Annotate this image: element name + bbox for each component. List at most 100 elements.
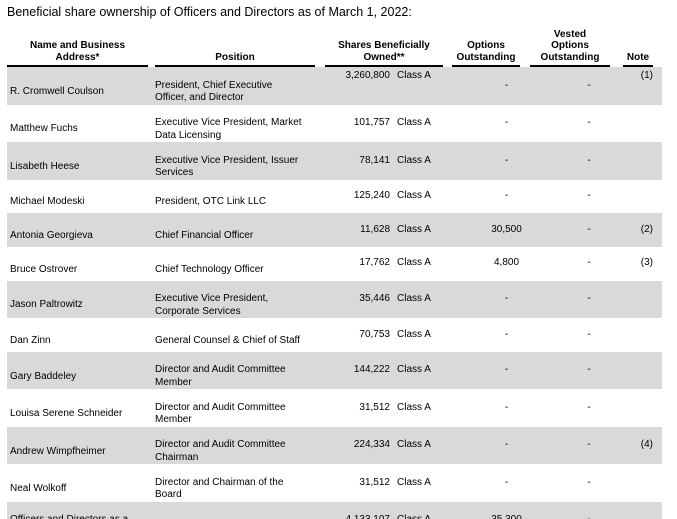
column-header-note: Note — [623, 21, 653, 67]
vested-options-outstanding-value: - — [587, 257, 591, 269]
owner-position: President, Chief Executive Officer, and … — [155, 79, 273, 104]
share-class-label: Class A — [397, 257, 431, 269]
table-row: Bruce Ostrover Chief Technology Officer … — [7, 247, 662, 281]
shares-owned-cell: 31,512 Class A — [322, 402, 445, 415]
shares-owned-cell: 224,334 Class A — [322, 439, 445, 452]
share-class-label: Class A — [397, 328, 431, 340]
options-outstanding-value: - — [504, 401, 509, 413]
shares-owned-value: 11,628 — [360, 223, 390, 235]
ownership-table: Name and Business Address* Position Shar… — [7, 21, 662, 519]
owner-position: President, OTC Link LLC — [155, 196, 267, 208]
options-outstanding-value: 35,300 — [491, 514, 522, 519]
shares-owned-value: 35,446 — [359, 293, 390, 305]
owner-position: Director and Audit Committee Member — [155, 401, 286, 426]
column-header-shares-owned: Shares Beneficially Owned** — [325, 21, 443, 67]
options-outstanding-value: - — [504, 293, 509, 305]
owner-position: Executive Vice President, Market Data Li… — [155, 117, 302, 141]
vested-options-outstanding-value: - — [587, 79, 591, 91]
options-outstanding-value: - — [504, 117, 509, 128]
owner-position: Director and Audit Committee Member — [155, 364, 286, 388]
shares-owned-cell: 11,628 Class A — [322, 224, 445, 237]
table-row: Michael Modeski President, OTC Link LLC … — [7, 180, 662, 214]
vested-options-outstanding-value: - — [587, 117, 591, 128]
options-outstanding-value: - — [504, 328, 509, 340]
shares-owned-value: 125,240 — [353, 190, 390, 202]
owner-position: Director and Audit Committee Chairman — [155, 439, 286, 463]
owner-position: Executive Vice President, Corporate Serv… — [155, 293, 269, 317]
table-row: Neal Wolkoff Director and Chairman of th… — [7, 464, 662, 502]
share-class-label: Class A — [397, 476, 431, 488]
shares-owned-cell: 101,757 Class A — [322, 117, 445, 130]
shares-owned-value: 3,260,800 — [345, 70, 391, 81]
table-row: Andrew Wimpfheimer Director and Audit Co… — [7, 426, 662, 465]
owner-name: Matthew Fuchs — [10, 123, 78, 135]
shares-owned-cell: 17,762 Class A — [322, 257, 445, 270]
shares-owned-cell: 78,141 Class A — [322, 155, 445, 168]
options-outstanding-value: 4,800 — [493, 257, 520, 269]
shares-owned-value: 31,512 — [359, 401, 390, 413]
vested-options-outstanding-value: - — [587, 190, 591, 202]
shares-owned-cell: 144,222 Class A — [322, 364, 445, 377]
options-outstanding-value: - — [504, 154, 509, 166]
owner-name: Bruce Ostrover — [10, 263, 78, 275]
share-class-label: Class A — [397, 154, 431, 166]
shares-owned-cell: 70,753 Class A — [322, 329, 445, 342]
shares-owned-value: 78,141 — [359, 154, 390, 166]
table-row: Dan Zinn General Counsel & Chief of Staf… — [7, 318, 662, 352]
owner-name: Lisabeth Heese — [10, 160, 80, 172]
share-class-label: Class A — [397, 364, 431, 376]
options-outstanding-value: - — [504, 190, 509, 202]
options-outstanding-value: 30,500 — [491, 223, 522, 235]
vested-options-outstanding-value: - — [587, 293, 591, 305]
share-class-label: Class A — [397, 117, 431, 128]
shares-owned-cell: 4,133,107 Class A — [322, 514, 445, 519]
owner-name: Jason Paltrowitz — [10, 299, 83, 311]
share-class-label: Class A — [397, 223, 431, 235]
table-row: Antonia Georgieva Chief Financial Office… — [7, 213, 662, 247]
table-row: Gary Baddeley Director and Audit Committ… — [7, 351, 662, 390]
table-header-row: Name and Business Address* Position Shar… — [7, 21, 662, 67]
column-header-vested-options: Vested Options Outstanding — [530, 21, 610, 67]
shares-owned-value: 224,334 — [353, 439, 390, 451]
shares-owned-value: 17,762 — [359, 257, 390, 269]
vested-options-outstanding-value: - — [587, 154, 591, 166]
share-class-label: Class A — [397, 514, 445, 519]
vested-options-outstanding-value: - — [587, 328, 591, 340]
shares-owned-value: 4,133,107 — [322, 514, 391, 519]
share-class-label: Class A — [397, 70, 431, 81]
table-row: Jason Paltrowitz Executive Vice Presiden… — [7, 280, 662, 319]
options-outstanding-value: - — [504, 476, 509, 488]
table-row: Louisa Serene Schneider Director and Aud… — [7, 389, 662, 427]
note-reference: (2) — [640, 223, 653, 235]
owner-name: Andrew Wimpfheimer — [10, 445, 106, 457]
vested-options-outstanding-value: - — [587, 514, 590, 519]
table-row: Matthew Fuchs Executive Vice President, … — [7, 105, 662, 143]
shares-owned-value: 101,757 — [353, 117, 390, 128]
owner-position: Chief Financial Officer — [155, 230, 254, 242]
owner-name: Dan Zinn — [10, 334, 51, 346]
owner-name: Michael Modeski — [10, 196, 85, 208]
owner-name: Neal Wolkoff — [10, 483, 67, 494]
column-header-position: Position — [155, 21, 315, 67]
owner-position: Director and Chairman of the Board — [155, 476, 284, 501]
shares-owned-value: 31,512 — [359, 476, 390, 488]
options-outstanding-value: - — [504, 79, 509, 91]
vested-options-outstanding-value: - — [587, 223, 591, 235]
note-reference: (3) — [640, 257, 653, 269]
share-class-label: Class A — [397, 439, 431, 451]
owner-position: Executive Vice President, Issuer Service… — [155, 154, 299, 179]
note-reference: (1) — [640, 70, 653, 81]
owner-name: Gary Baddeley — [10, 370, 77, 382]
options-outstanding-value: - — [504, 364, 509, 376]
table-row: Lisabeth Heese Executive Vice President,… — [7, 142, 662, 180]
owner-name: Louisa Serene Schneider — [10, 408, 123, 419]
owner-name: Antonia Georgieva — [10, 230, 93, 242]
owner-name: R. Cromwell Coulson — [10, 85, 104, 97]
table-row: R. Cromwell Coulson President, Chief Exe… — [7, 67, 662, 105]
options-outstanding-value: - — [504, 439, 509, 451]
owner-position: General Counsel & Chief of Staff — [155, 334, 300, 346]
share-class-label: Class A — [397, 190, 431, 202]
vested-options-outstanding-value: - — [587, 401, 591, 413]
note-reference: (4) — [640, 439, 653, 451]
